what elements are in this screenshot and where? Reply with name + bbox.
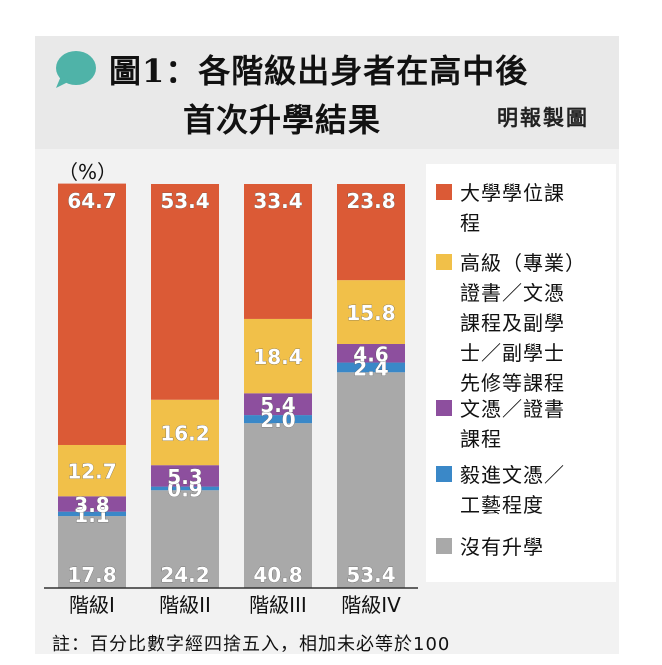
- legend-swatch: [436, 400, 452, 416]
- data-label: 5.3: [167, 465, 202, 489]
- bar-segment: [337, 343, 405, 363]
- bar-segment: [244, 393, 312, 416]
- x-tick-label: 階級IV: [341, 593, 401, 617]
- data-label: 2.0: [260, 408, 295, 432]
- bar-segment: [337, 184, 405, 281]
- x-tick-label: 階級II: [159, 593, 211, 617]
- data-label: 16.2: [160, 421, 209, 445]
- legend-swatch: [436, 184, 452, 200]
- data-label: 23.8: [346, 189, 395, 213]
- bar-segment: [244, 318, 312, 394]
- bar-segment: [244, 423, 312, 588]
- unit-label: （%）: [58, 160, 118, 184]
- data-label: 18.4: [253, 345, 302, 369]
- data-label: 0.9: [167, 477, 202, 501]
- legend-label: 大學學位課程: [460, 181, 565, 235]
- chart-title-line2: 首次升學結果: [183, 101, 382, 139]
- legend-swatch: [436, 254, 452, 270]
- x-tick-label: 階級III: [249, 593, 307, 617]
- bar-segment: [337, 372, 405, 588]
- bar-segment: [244, 415, 312, 424]
- data-label: 40.8: [253, 563, 302, 587]
- chart-title-line1: 圖1：各階級出身者在高中後: [109, 52, 529, 90]
- data-label: 4.6: [353, 342, 388, 366]
- bar-segment: [58, 183, 126, 445]
- bar-segment: [151, 490, 219, 588]
- bar-segment: [337, 362, 405, 373]
- bar-segment: [151, 486, 219, 491]
- legend-label: 毅進文憑／ 工藝程度: [460, 463, 565, 517]
- bar-segment: [244, 184, 312, 319]
- data-label: 53.4: [160, 189, 209, 213]
- legend-label: 高級（專業） 證書／文憑 課程及副學 士／副學士 先修等課程: [460, 251, 586, 395]
- data-label: 5.4: [260, 393, 295, 417]
- bar-segment: [58, 444, 126, 497]
- legend-label: 沒有升學: [460, 535, 544, 559]
- title-band: [35, 36, 619, 149]
- legend-swatch: [436, 538, 452, 554]
- bar-segment: [58, 516, 126, 588]
- footnote: 註：百分比數字經四捨五入，相加未必等於100: [52, 634, 451, 655]
- data-label: 53.4: [346, 563, 395, 587]
- bar-segment: [151, 184, 219, 400]
- data-label: 17.8: [67, 563, 116, 587]
- bar-segment: [58, 511, 126, 517]
- data-label: 1.1: [74, 503, 109, 527]
- bar-segment: [151, 465, 219, 487]
- credit-label: 明報製圖: [497, 105, 589, 130]
- bar-segment: [151, 399, 219, 466]
- data-label: 33.4: [253, 189, 302, 213]
- data-label: 2.4: [353, 356, 388, 380]
- data-label: 15.8: [346, 301, 395, 325]
- legend: 大學學位課程高級（專業） 證書／文憑 課程及副學 士／副學士 先修等課程 文憑／證書 課程毅…: [426, 164, 616, 582]
- data-label: 12.7: [67, 460, 116, 484]
- x-tick-label: 階級I: [69, 593, 115, 617]
- data-label: 3.8: [74, 493, 109, 517]
- legend-label: 文憑／證書 課程: [460, 397, 565, 451]
- legend-swatch: [436, 466, 452, 482]
- bar-segment: [58, 496, 126, 512]
- data-label: 64.7: [67, 189, 116, 213]
- data-label: 24.2: [160, 563, 209, 587]
- speech-bubble-icon: [56, 51, 96, 88]
- bar-segment: [337, 280, 405, 344]
